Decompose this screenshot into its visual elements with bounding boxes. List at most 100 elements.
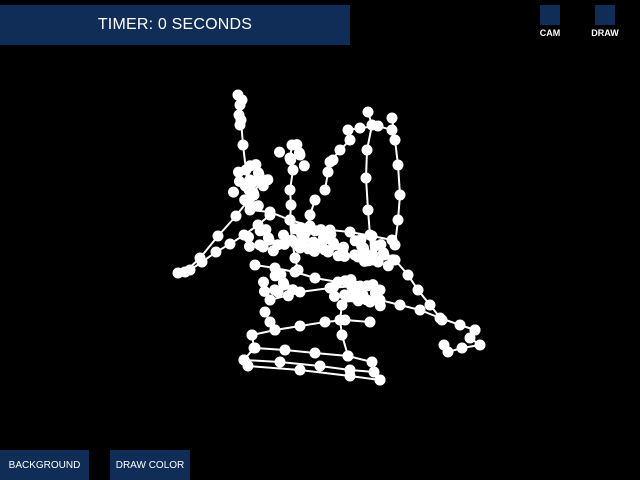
skeleton-joint [368,366,380,378]
timer-display: TIMER: 0 SECONDS [0,5,350,45]
skeleton-joint [386,234,398,246]
skeleton-joint [233,109,245,121]
skeleton-joint [179,266,191,278]
skeleton-joint [230,210,242,222]
skeleton-joint [279,238,290,250]
skeleton-joint [243,231,254,243]
cam-button[interactable]: CAM [530,5,570,38]
skeleton-joint [389,134,401,146]
skeleton-joint [322,245,334,257]
skeleton-joint [402,269,414,281]
skeleton-joint [246,329,258,341]
skeleton-joint [336,329,348,341]
skeleton-joint [309,194,321,206]
skeleton-joint [317,232,329,244]
skeleton-joint [285,199,297,211]
draw-icon[interactable] [595,5,615,25]
skeleton-joint [274,146,285,158]
skeleton-joint [309,225,321,237]
cam-icon[interactable] [540,5,560,25]
skeleton-joint [287,284,299,296]
skeleton-joint [338,241,349,253]
skeleton-joint [285,154,297,166]
draw-button[interactable]: DRAW [585,5,625,38]
skeleton-joint [309,347,321,359]
skeleton-joint [377,247,389,259]
skeleton-joint [361,280,373,292]
skeleton-joint [334,314,346,326]
skeleton-joint [374,300,386,312]
skeleton-joint [362,204,374,216]
cam-label: CAM [539,28,561,38]
background-button[interactable]: BACKGROUND [0,450,89,480]
skeleton-joint [361,144,373,156]
skeleton-joint [454,319,466,331]
skeleton-joint [358,246,369,258]
skeleton-joint [224,238,236,250]
skeleton-joint [414,304,426,316]
skeleton-joint [360,172,372,184]
skeleton-joint [364,296,376,308]
skeleton-joint [362,106,374,118]
skeleton-joint [386,124,398,136]
skeleton-joint [248,342,260,354]
skeleton-joint [277,277,289,289]
skeleton-joint [304,209,316,221]
skeleton-joint [237,139,249,151]
skeleton-joint [372,256,384,268]
skeleton-joint [264,294,276,306]
skeleton-line [347,124,393,131]
skeleton-joint [262,232,274,244]
skeleton-joint [372,120,384,132]
draw-label: DRAW [591,28,619,38]
draw-color-button[interactable]: DRAW COLOR [110,450,190,480]
skeleton-joint [287,164,299,176]
skeleton-joint [369,287,381,299]
skeleton-joint [239,180,251,192]
skeleton-joint [259,306,271,318]
skeleton-joint [424,299,436,311]
skeleton-joint [257,241,269,253]
skeleton-joint [236,94,248,106]
skeleton-joint [194,252,206,264]
skeleton-joint [344,370,356,382]
skeleton-joint [314,360,326,372]
skeleton-joint [394,299,406,311]
skeleton-joint [474,339,486,351]
skeleton-joint [247,187,259,199]
skeleton-joint [210,246,222,258]
timer-text: TIMER: 0 SECONDS [97,16,253,33]
skeleton-joint [342,124,354,136]
skeleton-line [247,365,381,381]
skeleton-joint [327,237,339,249]
skeleton-joint [328,281,339,293]
skeleton-joint [249,259,261,271]
skeleton-joint [233,166,244,178]
skeleton-joint [289,252,301,264]
skeleton-joint [298,160,310,172]
skeleton-joint [464,332,476,344]
skeleton-joint [279,344,291,356]
skeleton-joint [254,225,266,237]
skeleton-joint [291,139,303,151]
skeleton-joint [339,250,350,262]
skeleton-joint [369,240,381,252]
skeleton-joint [436,314,448,326]
skeleton-joint [344,226,356,238]
skeleton-joint [319,184,331,196]
skeleton-joint [264,206,276,218]
skeleton-joint [264,316,276,328]
skeleton-joint [392,159,404,171]
skeleton-joint [387,254,399,266]
skeleton-joint [319,316,331,328]
skeleton-joint [252,200,264,212]
skeleton-joint [336,299,348,311]
skeleton-joint [262,174,274,186]
skeleton-joint [284,214,296,226]
skeleton-joint [344,134,356,146]
skeleton-joint [386,112,398,124]
skeleton-joint [342,350,354,362]
skeleton-joint [412,284,424,296]
skeleton-joint [334,144,346,156]
